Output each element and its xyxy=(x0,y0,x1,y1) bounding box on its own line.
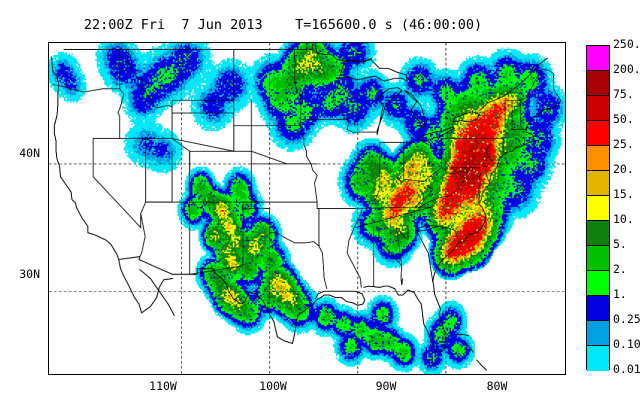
colorbar-tick-label: 20. xyxy=(613,162,634,176)
colorbar-band xyxy=(587,196,609,221)
colorbar-tick-label: 0.10 xyxy=(613,337,640,351)
colorbar-band xyxy=(587,146,609,171)
colorbar-tick-label: 250. xyxy=(613,37,640,51)
colorbar-band xyxy=(587,321,609,346)
colorbar-tick-label: 25. xyxy=(613,137,634,151)
colorbar-band xyxy=(587,271,609,296)
colorbar-tick-label: 5. xyxy=(613,237,627,251)
colorbar-band xyxy=(587,221,609,246)
colorbar-band xyxy=(587,71,609,96)
colorbar-band xyxy=(587,346,609,371)
x-axis-tick-110w: 110W xyxy=(149,379,177,393)
colorbar-band xyxy=(587,296,609,321)
colorbar-tick-label: 10. xyxy=(613,212,634,226)
colorbar-tick-label: 50. xyxy=(613,112,634,126)
colorbar-band xyxy=(587,46,609,71)
colorbar-tick-label: 75. xyxy=(613,87,634,101)
precipitation-colorbar xyxy=(586,45,610,371)
colorbar-band xyxy=(587,171,609,196)
x-axis-tick-100w: 100W xyxy=(259,379,287,393)
colorbar-tick-label: 1. xyxy=(613,287,627,301)
x-axis-tick-90w: 90W xyxy=(375,379,397,393)
colorbar-band xyxy=(587,96,609,121)
colorbar-tick-label: 15. xyxy=(613,187,634,201)
colorbar-band xyxy=(587,121,609,146)
y-axis-tick-30n: 30N xyxy=(19,267,40,281)
colorbar-band xyxy=(587,246,609,271)
colorbar-tick-label: 200. xyxy=(613,62,640,76)
x-axis-tick-80w: 80W xyxy=(486,379,508,393)
precipitation-raster xyxy=(49,43,565,374)
map-plot-area xyxy=(48,42,566,375)
y-axis-tick-40n: 40N xyxy=(19,146,40,160)
colorbar-tick-label: 2. xyxy=(613,262,627,276)
colorbar-tick-label: 0.25 xyxy=(613,312,640,326)
figure-title: 22:00Z Fri 7 Jun 2013 T=165600.0 s (46:0… xyxy=(83,17,483,33)
colorbar-tick-label-min: 0.01 xyxy=(613,362,640,376)
